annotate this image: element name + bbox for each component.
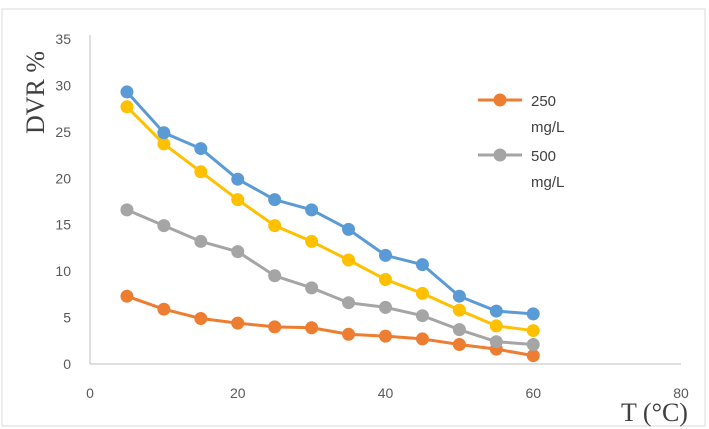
series-3 xyxy=(120,100,540,338)
data-point xyxy=(231,172,245,186)
legend: 250 mg/L 500 mg/L xyxy=(478,93,564,191)
data-point xyxy=(489,319,503,333)
y-tick-label: 30 xyxy=(55,77,71,93)
y-tick-label: 10 xyxy=(55,263,71,279)
series-1 xyxy=(120,289,540,363)
data-point xyxy=(379,248,392,262)
data-point xyxy=(415,286,429,300)
data-point xyxy=(305,281,319,295)
data-point xyxy=(120,85,134,99)
data-point xyxy=(452,289,466,303)
data-point xyxy=(194,165,208,179)
legend-marker xyxy=(493,148,507,162)
series-line xyxy=(125,105,534,333)
data-point xyxy=(489,304,503,318)
data-point xyxy=(342,253,356,267)
data-point xyxy=(194,142,208,156)
axes: 0 5 10 15 20 25 30 35 0 20 40 60 80 xyxy=(55,31,689,401)
data-point xyxy=(415,309,429,323)
data-point xyxy=(231,193,245,207)
legend-label: mg/L xyxy=(531,174,564,191)
series-line xyxy=(126,294,534,358)
y-axis-title: DVR % xyxy=(21,51,50,134)
data-point xyxy=(157,126,171,140)
data-point xyxy=(194,234,208,248)
data-point xyxy=(268,320,282,334)
series-layer xyxy=(120,85,540,363)
data-point xyxy=(342,222,356,236)
data-point xyxy=(305,203,319,217)
data-point xyxy=(305,321,319,335)
legend-label: 500 xyxy=(531,148,556,165)
x-tick-label: 60 xyxy=(525,385,541,401)
data-point xyxy=(120,289,134,303)
data-point xyxy=(379,329,392,343)
data-point xyxy=(305,234,319,248)
data-point xyxy=(342,327,356,341)
legend-marker xyxy=(493,93,507,107)
data-point xyxy=(379,300,392,314)
data-point xyxy=(268,193,282,207)
series-line xyxy=(125,90,534,316)
y-tick-label: 0 xyxy=(63,356,71,372)
series-4 xyxy=(120,85,540,321)
y-tick-label: 15 xyxy=(55,217,71,233)
y-tick-label: 5 xyxy=(63,310,71,326)
data-point xyxy=(452,323,466,337)
series-line xyxy=(126,208,534,346)
x-tick-label: 80 xyxy=(673,385,689,401)
data-point xyxy=(526,307,540,321)
chart-border xyxy=(1,8,706,427)
data-point xyxy=(120,203,134,217)
legend-label: 250 xyxy=(531,93,556,110)
data-point xyxy=(157,137,171,151)
y-tick-label: 20 xyxy=(55,170,71,186)
data-point xyxy=(231,245,245,259)
data-point xyxy=(268,269,282,283)
data-point xyxy=(120,100,134,114)
data-point xyxy=(415,332,429,346)
x-tick-label: 0 xyxy=(86,385,94,401)
series-2 xyxy=(120,203,540,351)
data-point xyxy=(342,296,356,310)
legend-label: mg/L xyxy=(531,119,564,136)
data-point xyxy=(379,273,392,286)
x-tick-label: 40 xyxy=(378,385,394,401)
data-point xyxy=(157,302,171,316)
y-tick-label: 35 xyxy=(55,31,71,47)
data-point xyxy=(194,312,208,325)
data-point xyxy=(268,219,282,233)
y-tick-label: 25 xyxy=(55,124,71,140)
data-point xyxy=(526,338,540,351)
data-point xyxy=(231,316,245,330)
data-point xyxy=(157,219,171,233)
data-point xyxy=(526,324,540,338)
legend-item: 250 mg/L xyxy=(478,93,564,136)
x-tick-label: 20 xyxy=(230,385,246,401)
data-point xyxy=(452,338,466,351)
legend-item: 500 mg/L xyxy=(478,148,564,191)
data-point xyxy=(415,258,429,272)
x-axis-title: T (°C) xyxy=(621,398,688,427)
data-point xyxy=(452,303,466,317)
data-point xyxy=(489,335,503,349)
data-point xyxy=(526,349,540,363)
